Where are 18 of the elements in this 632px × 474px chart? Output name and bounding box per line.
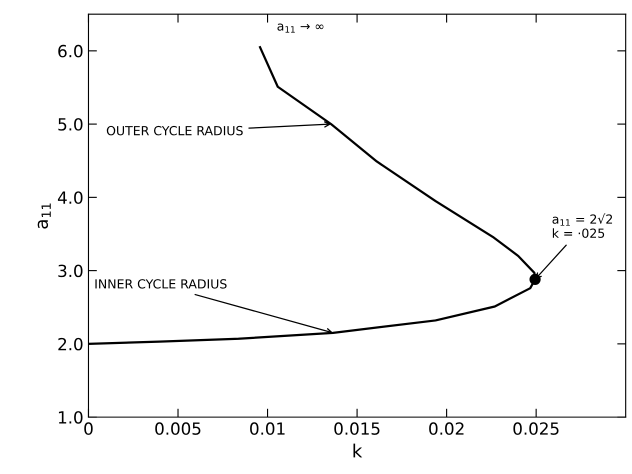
x-axis-title: k — [353, 444, 362, 458]
annotation: a$_{11}$ = 2√2 k = ·025 — [552, 213, 612, 238]
y-tick-label: 1.0 — [58, 411, 83, 424]
x-tick-label: 0.015 — [334, 422, 380, 435]
y-tick-label: 5.0 — [58, 118, 83, 131]
annotation: a$_{11}$ → ∞ — [277, 24, 324, 33]
annotation: INNER CYCLE RADIUS — [95, 279, 227, 289]
y-tick-label: 6.0 — [58, 44, 83, 58]
x-tick-label: 0.005 — [155, 422, 200, 435]
y-tick-label: 3.0 — [58, 264, 83, 278]
y-axis-title: a$_{11}$ — [38, 204, 51, 229]
x-tick-label: 0.02 — [429, 422, 464, 435]
y-tick-label: 2.0 — [58, 338, 83, 350]
y-tick-label: 4.0 — [58, 191, 83, 204]
x-tick-label: 0.025 — [513, 422, 559, 435]
annotation: OUTER CYCLE RADIUS — [106, 126, 243, 136]
x-tick-label: 0 — [84, 422, 93, 435]
x-tick-label: 0.01 — [250, 422, 285, 435]
